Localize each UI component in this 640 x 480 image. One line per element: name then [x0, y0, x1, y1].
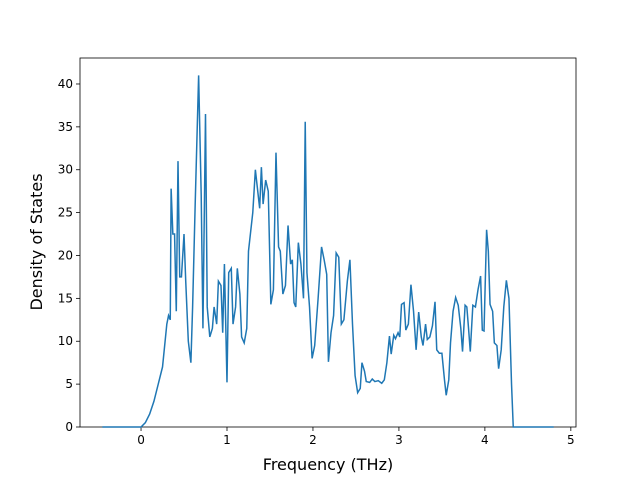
x-tick-label: 4: [481, 433, 489, 447]
x-tick-label: 2: [309, 433, 317, 447]
x-tick-label: 1: [223, 433, 231, 447]
y-tick-label: 10: [58, 334, 73, 348]
y-axis-title: Density of States: [27, 173, 46, 310]
plot-frame: [79, 57, 577, 428]
y-tick-label: 15: [58, 291, 73, 305]
x-tick-label: 3: [395, 433, 403, 447]
y-tick-label: 0: [65, 420, 73, 434]
x-axis-title: Frequency (THz): [263, 455, 393, 474]
data-line: [102, 75, 554, 428]
x-tick-label: 5: [567, 433, 575, 447]
y-tick-label: 35: [58, 120, 73, 134]
y-tick-label: 5: [65, 377, 73, 391]
y-tick-label: 25: [58, 206, 73, 220]
y-tick-label: 40: [58, 77, 73, 91]
x-tick-label: 0: [137, 433, 145, 447]
y-tick-label: 30: [58, 163, 73, 177]
y-tick-label: 20: [58, 248, 73, 262]
